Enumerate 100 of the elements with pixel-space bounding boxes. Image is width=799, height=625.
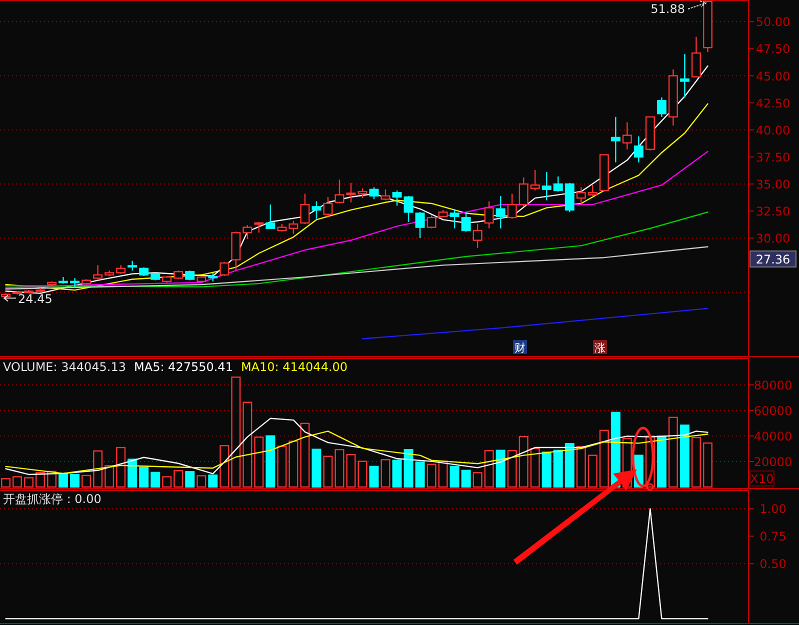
bar — [553, 450, 563, 488]
bar — [254, 436, 264, 488]
candlestick — [634, 136, 644, 163]
y-tick-label: 32.50 — [756, 204, 790, 219]
candlestick — [312, 200, 322, 220]
chart-title: VOLUME: 344045.13 — [3, 360, 126, 374]
candlestick — [610, 116, 620, 163]
bar — [496, 450, 506, 488]
line-series — [5, 150, 708, 288]
candlestick — [346, 182, 356, 203]
candlestick — [323, 196, 333, 218]
candlestick — [530, 169, 540, 192]
text: MA10: 414044.00 — [240, 360, 348, 374]
bar — [196, 475, 206, 488]
bar — [36, 472, 46, 488]
line-series — [5, 65, 708, 294]
bar — [691, 436, 701, 488]
bar — [415, 461, 425, 488]
bar — [472, 472, 482, 488]
bar — [312, 448, 322, 488]
bar — [358, 460, 368, 488]
y-tick-label: 50.00 — [756, 15, 790, 30]
candlestick — [680, 54, 690, 98]
bar — [334, 448, 344, 488]
line-series — [5, 418, 708, 476]
candlestick — [507, 193, 517, 220]
candlestick — [369, 186, 379, 200]
candlestick — [553, 176, 563, 192]
bar — [139, 466, 149, 488]
candlestick — [334, 179, 344, 204]
candlestick — [484, 200, 494, 229]
y-tick-label: 0.50 — [760, 557, 786, 572]
candlestick — [576, 186, 586, 206]
bar — [588, 454, 598, 488]
bar — [150, 472, 160, 488]
candlestick — [300, 193, 310, 225]
y-tick-label: 80000 — [754, 378, 792, 392]
text: X10 — [750, 472, 774, 486]
annotation: 24.45 — [18, 292, 52, 306]
y-tick-label: 45.00 — [756, 69, 790, 84]
y-tick-label: 42.50 — [756, 96, 790, 110]
y-tick-label: 0.75 — [760, 530, 786, 544]
bar — [116, 446, 126, 488]
bar — [220, 445, 230, 488]
line-series — [362, 308, 708, 340]
line-series — [5, 212, 708, 288]
bar — [323, 456, 333, 488]
candlestick — [358, 188, 368, 199]
text: 27.36 — [756, 252, 790, 266]
candlestick — [128, 260, 138, 272]
bar — [208, 474, 218, 488]
candlestick — [472, 223, 482, 248]
bar — [277, 446, 287, 488]
bar — [58, 473, 68, 488]
bar — [242, 402, 252, 488]
candlestick — [426, 214, 436, 229]
bar — [518, 436, 528, 488]
bar — [461, 470, 471, 488]
bar — [404, 448, 414, 488]
bar — [162, 476, 172, 488]
y-tick-label: 35.00 — [756, 177, 790, 192]
candlestick — [542, 171, 552, 201]
candlestick — [380, 188, 390, 201]
line-series — [5, 246, 708, 290]
bar — [542, 452, 552, 488]
text: MA5: 427550.41 — [134, 360, 233, 374]
candlestick — [254, 221, 264, 234]
annotation: 涨 — [594, 342, 606, 354]
bar — [450, 466, 460, 488]
bar — [668, 416, 678, 488]
bar — [24, 477, 34, 488]
bar — [369, 466, 379, 488]
bar — [438, 460, 448, 488]
bar — [576, 446, 586, 488]
bar — [82, 474, 92, 488]
bar — [564, 442, 574, 488]
y-tick-label: 47.50 — [756, 42, 790, 56]
candlestick — [622, 122, 632, 150]
candlestick — [392, 190, 402, 206]
y-tick-label: 1.00 — [760, 502, 786, 516]
bar — [656, 436, 666, 488]
y-tick-label: 60000 — [754, 404, 792, 418]
candlestick — [415, 212, 425, 239]
candlestick — [518, 176, 528, 208]
bar — [128, 458, 138, 488]
bar — [185, 471, 195, 488]
line-series — [5, 430, 708, 474]
bar — [12, 476, 22, 488]
candlestick — [93, 264, 103, 280]
bar — [104, 465, 114, 488]
bar — [93, 450, 103, 488]
candlestick — [220, 261, 230, 277]
bar — [1, 478, 10, 488]
candlestick — [266, 204, 276, 229]
bar — [288, 440, 298, 488]
chart-title: 开盘抓涨停 : 0.00 — [3, 492, 102, 506]
bar — [702, 442, 712, 488]
candlestick — [496, 195, 506, 229]
bar — [231, 376, 241, 488]
candlestick — [588, 184, 598, 196]
